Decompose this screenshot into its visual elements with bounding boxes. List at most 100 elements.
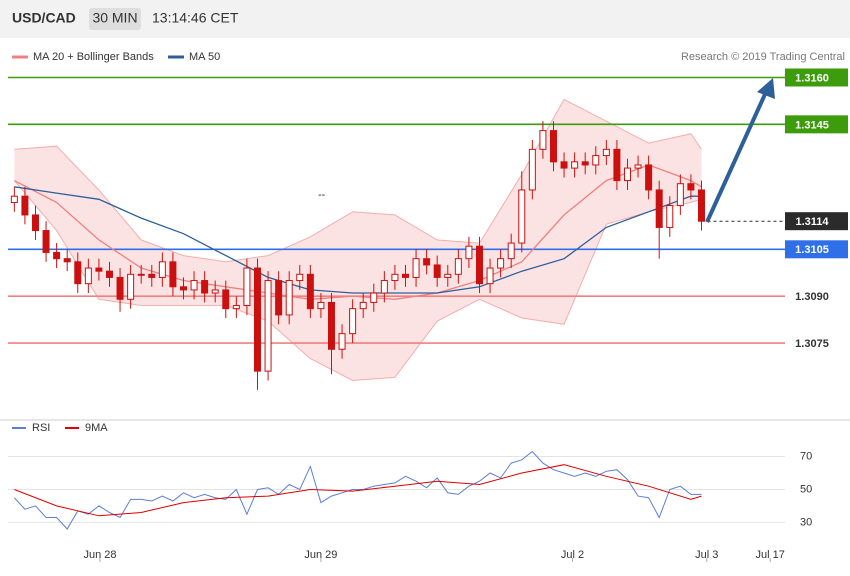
candle-body (338, 333, 346, 350)
level-label: 1.3114 (795, 216, 829, 228)
y-tick-label: 30 (800, 516, 812, 528)
level-label-box (785, 68, 848, 87)
candle-body (63, 258, 71, 263)
x-tick-label: Jun 29 (304, 549, 337, 561)
candle-body (454, 258, 462, 275)
projection-arrow (705, 91, 768, 223)
candle-body (444, 273, 452, 278)
candle-body (201, 280, 209, 294)
level-label: 1.3105 (795, 244, 829, 256)
candle-body (655, 189, 663, 228)
x-tick-label: Jul 2 (561, 549, 584, 561)
candle-body (211, 289, 219, 294)
candle-body (116, 276, 124, 300)
candle-body (158, 261, 166, 278)
x-tick-label: Jul 17 (756, 549, 785, 561)
candle-body (549, 130, 557, 163)
candle-body (634, 164, 642, 169)
candle-body (359, 301, 367, 310)
candle-body (264, 280, 272, 372)
level-label: 1.3090 (795, 291, 829, 303)
level-label-box (785, 115, 848, 134)
candle-body (497, 258, 505, 269)
legend-label: MA 50 (189, 51, 220, 63)
candle-body (327, 301, 335, 350)
candle-body (42, 230, 50, 253)
level-label-box (785, 240, 848, 259)
y-tick-label: 50 (800, 483, 812, 495)
rsi-line (13, 450, 702, 530)
candle-body (95, 267, 103, 272)
candle-body (645, 164, 653, 191)
candle-body (528, 148, 536, 191)
credit: Research © 2019 Trading Central (681, 51, 845, 63)
bollinger-fill (14, 99, 702, 381)
candle-body (592, 155, 600, 166)
candle-body (518, 189, 526, 244)
candle-body (285, 280, 293, 316)
candle-body (317, 301, 325, 310)
candle-body (391, 273, 399, 282)
candle-body (296, 273, 304, 282)
candle-body (74, 261, 82, 285)
candle-body (127, 273, 135, 300)
candle-body (539, 130, 547, 150)
candle-body (370, 292, 378, 303)
candle-body (169, 261, 177, 288)
candle-body (697, 189, 705, 222)
candle-body (232, 305, 240, 310)
symbol: USD/CAD (12, 10, 76, 26)
candle-body (571, 161, 579, 169)
candle-body (687, 183, 695, 191)
candle-body (53, 251, 61, 260)
candle-body (560, 161, 568, 169)
candle-body (253, 267, 261, 372)
timeframe-box[interactable] (89, 8, 141, 30)
arrow-head (757, 78, 775, 99)
y-tick-label: 70 (800, 450, 812, 462)
candle-body (507, 242, 515, 260)
candle-body (380, 280, 388, 294)
candle-body (21, 195, 29, 216)
price-panel: 1.3160 1.3145 1.3114 1.3105 1.3090 1.3075 MA 2… (8, 51, 848, 390)
candle-body (676, 183, 684, 207)
candle-body (275, 280, 283, 316)
level-label-box (785, 212, 848, 231)
level-label: 1.3160 (795, 72, 829, 84)
legend-label: RSI (32, 422, 50, 434)
legend-label: 9MA (85, 422, 108, 434)
candle-body (581, 161, 589, 166)
level-label: 1.3145 (795, 119, 829, 131)
candle-body (401, 273, 409, 278)
candle-body (465, 245, 473, 260)
candle-body (10, 195, 18, 203)
candle-body (306, 273, 314, 310)
candle-body (137, 273, 145, 276)
candle-body (349, 308, 357, 335)
legend-label: MA 20 + Bollinger Bands (33, 51, 154, 63)
x-tick-label: Jul 3 (695, 549, 718, 561)
candle-body (433, 264, 441, 278)
annotation: -- (318, 189, 326, 201)
candle-body (666, 205, 674, 228)
level-label: 1.3075 (795, 338, 829, 350)
rsi-line (14, 464, 702, 517)
candle-body (148, 273, 156, 278)
candle-body (84, 267, 92, 285)
candle-body (475, 245, 483, 285)
candle-body (105, 270, 113, 278)
x-tick-label: Jun 28 (83, 549, 116, 561)
bollinger-lower (13, 180, 702, 382)
rsi-panel: 30 50 70 Jun 28 Jun 29 Jul 2 Jul 3 Jul 17 RSI 9MA (8, 422, 812, 562)
candle-body (243, 267, 251, 307)
candle-body (623, 167, 631, 182)
candle-body (31, 214, 39, 232)
candle-body (190, 280, 198, 291)
timeframe[interactable]: 30 MIN (92, 10, 137, 26)
candle-body (412, 258, 420, 278)
timestamp: 13:14:46 CET (152, 10, 239, 26)
candle-body (613, 148, 621, 182)
candle-body (602, 148, 610, 157)
candle-body (179, 286, 187, 291)
